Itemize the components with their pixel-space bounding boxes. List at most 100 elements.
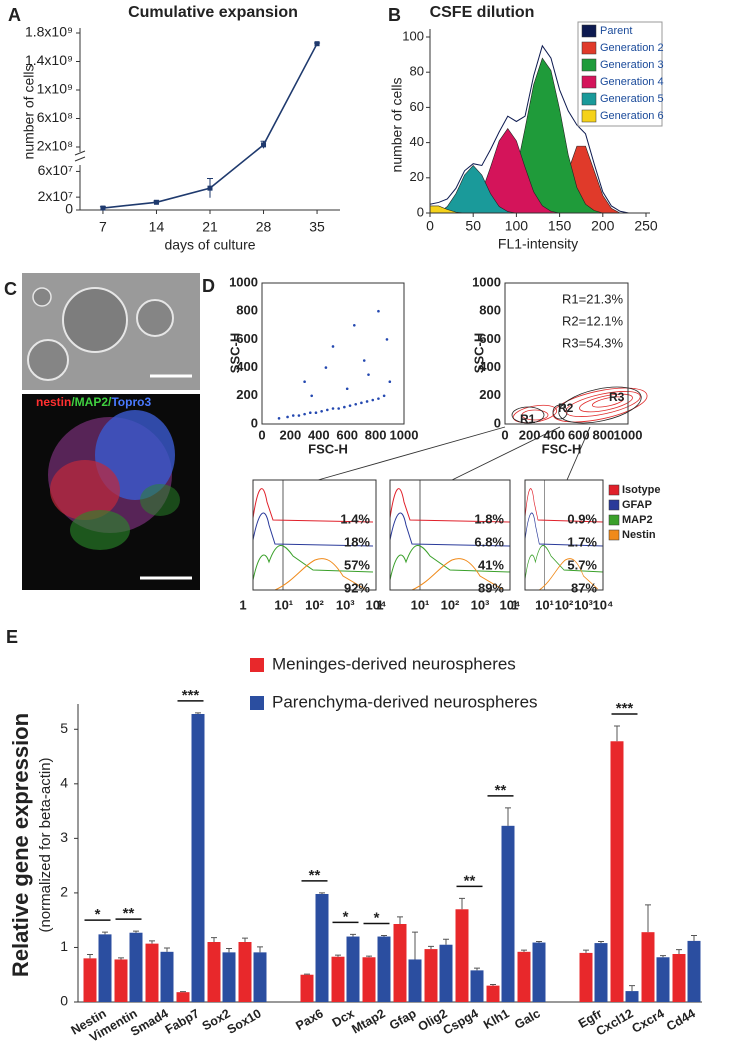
error-bar — [412, 931, 418, 960]
y-tick-label: 1000 — [229, 274, 258, 289]
error-bar — [443, 938, 449, 945]
significance-label: ** — [309, 867, 321, 884]
data-point — [314, 41, 320, 47]
y-tick-label: 800 — [236, 303, 258, 318]
contour — [565, 391, 641, 417]
micrograph-bottom: nestin/MAP2/Topro3 — [22, 394, 200, 590]
bar — [83, 958, 97, 1002]
legend-swatch — [581, 58, 597, 72]
bar — [207, 942, 221, 1002]
bar — [145, 943, 159, 1002]
scatter-point — [320, 410, 323, 413]
arrow — [451, 426, 561, 481]
x-tick-label: 1000 — [390, 427, 419, 442]
significance-label: *** — [182, 687, 200, 704]
y-tick-label: 20 — [410, 169, 424, 184]
y-axis-label: number of cells — [21, 65, 37, 160]
y-tick-label: 0 — [60, 993, 68, 1009]
scatter-point — [326, 408, 329, 412]
scatter-point — [385, 338, 389, 341]
x-tick-label: 200 — [591, 218, 615, 234]
bar — [424, 949, 438, 1002]
bar — [594, 943, 608, 1002]
bar — [191, 714, 205, 1002]
y-tick-label: 1.8x10⁹ — [25, 24, 73, 40]
x-tick-label: 7 — [99, 219, 107, 235]
bar — [346, 936, 360, 1002]
scatter-point — [308, 411, 312, 415]
y-tick-label: 80 — [410, 64, 424, 79]
arrow — [566, 426, 591, 481]
y-tick-label: 1.4x10⁹ — [25, 52, 73, 68]
x-tick-label: 0 — [426, 218, 434, 234]
legend-label: Generation 5 — [600, 93, 664, 105]
x-tick-label: 10¹ — [411, 597, 430, 612]
x-tick-label: 1 — [376, 597, 383, 612]
plot-frame — [504, 282, 629, 425]
y-tick-label: 400 — [479, 359, 501, 374]
error-bar — [366, 955, 372, 958]
error-bar — [350, 933, 356, 937]
histogram-frame — [252, 479, 377, 591]
y-axis-note: (normalized for beta-actin) — [37, 757, 54, 932]
stain-label: nestin/MAP2/Topro3 — [36, 395, 151, 409]
data-point — [207, 185, 213, 191]
scatter-point — [360, 401, 363, 405]
x-tick-label: 400 — [543, 427, 565, 442]
scatter-point — [354, 402, 358, 406]
x-tick-label: 10⁴ — [500, 597, 521, 612]
data-point — [261, 142, 267, 148]
error-bar — [102, 931, 108, 935]
bar — [517, 951, 531, 1002]
x-tick-label: 200 — [519, 427, 541, 442]
histogram-frame — [389, 479, 511, 591]
y-tick-label: 1x10⁹ — [37, 81, 73, 97]
scatter-point — [331, 407, 335, 410]
bar — [300, 974, 314, 1002]
contour — [521, 409, 549, 421]
significance-label: ** — [123, 905, 135, 922]
legend-swatch — [581, 75, 597, 89]
percent-label: 1.8% — [474, 511, 504, 526]
legend-label: Meninges-derived neurospheres — [272, 654, 516, 673]
scatter-point — [303, 412, 306, 416]
percent-label: 57% — [344, 557, 370, 572]
error-bar — [211, 937, 217, 942]
panel-label: E — [6, 627, 18, 647]
bar — [439, 944, 453, 1002]
sphere — [62, 287, 128, 353]
legend-label: GFAP — [622, 499, 652, 511]
scatter-point — [314, 411, 318, 415]
chart-title: CSFE dilution — [430, 4, 535, 21]
y-tick-label: 3 — [60, 829, 68, 845]
contour — [591, 396, 625, 408]
x-tick-label: 800 — [593, 427, 615, 442]
significance-label: * — [374, 909, 380, 926]
x-tick-label: 10³ — [471, 597, 490, 612]
x-tick-label: 28 — [256, 219, 272, 235]
error-bar — [319, 892, 325, 894]
contour-plot — [511, 386, 648, 424]
percent-label: 18% — [344, 534, 370, 549]
y-tick-label: 6x10⁷ — [38, 162, 73, 178]
gate — [558, 386, 642, 424]
x-tick-label: 1 — [511, 597, 518, 612]
bar — [408, 959, 422, 1002]
bar — [579, 952, 593, 1002]
y-tick-label: 600 — [236, 331, 258, 346]
bar — [114, 959, 128, 1002]
error-bar — [397, 916, 403, 924]
x-tick-label: 200 — [280, 427, 302, 442]
bar — [176, 992, 190, 1002]
error-bar — [242, 937, 248, 942]
significance-label: ** — [464, 872, 476, 889]
error-bar — [474, 967, 480, 971]
error-bar — [459, 897, 465, 910]
error-bar — [598, 940, 604, 944]
cells — [50, 460, 120, 520]
error-bar — [614, 725, 620, 742]
contour — [579, 393, 633, 413]
bar — [377, 936, 391, 1002]
x-axis-label: FSC-H — [542, 441, 582, 456]
error-bar — [257, 946, 263, 953]
